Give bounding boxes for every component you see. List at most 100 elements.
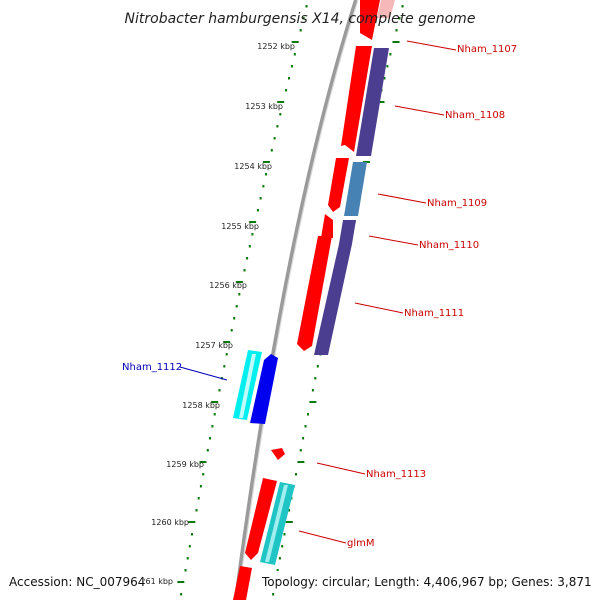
tick-dot <box>186 557 189 560</box>
gene-label-nham-1111[interactable]: Nham_1111 <box>404 308 464 319</box>
inner-tick-ring <box>177 5 308 596</box>
major-tick-mark <box>285 521 293 523</box>
major-tick-mark <box>223 341 231 343</box>
gene-label-glmm[interactable]: glmM <box>347 538 375 549</box>
gene-nham-1111[interactable] <box>297 236 352 355</box>
tick-dot <box>259 197 262 200</box>
tick-dot <box>235 305 238 308</box>
chromosome-backbone-highlight <box>237 0 359 600</box>
tick-dot <box>279 113 282 116</box>
gene-nham-1112[interactable] <box>233 350 278 424</box>
accession-backdrop <box>4 571 144 591</box>
tick-dot <box>180 593 183 596</box>
tick-dot <box>195 509 198 512</box>
tick-dot <box>314 377 317 380</box>
tick-dot <box>302 437 305 440</box>
tick-dot <box>230 329 233 332</box>
tick-dot <box>243 269 246 272</box>
tick-dot <box>262 185 265 188</box>
tick-dot <box>316 365 319 368</box>
kbp-tick-labels: 1252 kbp 1253 kbp 1254 kbp 1255 kbp 1256… <box>135 42 295 586</box>
major-tick-mark <box>211 401 219 403</box>
tick-dot <box>276 569 279 572</box>
major-tick-mark <box>188 521 196 523</box>
gene-nham-1113[interactable] <box>271 448 285 460</box>
tick-dot <box>209 437 212 440</box>
tick-dot <box>299 29 302 32</box>
tick-dot <box>246 257 249 260</box>
tick-dot <box>290 65 293 68</box>
major-tick-mark <box>262 161 270 163</box>
tick-dot <box>283 533 286 536</box>
gene-label-nham-1107[interactable]: Nham_1107 <box>457 44 517 55</box>
gene-nham-1110[interactable] <box>321 214 356 244</box>
gene-label-nham-1108[interactable]: Nham_1108 <box>445 110 505 121</box>
tick-label: 1259 kbp <box>166 460 204 469</box>
major-tick-mark <box>291 41 299 43</box>
tick-dot <box>311 389 314 392</box>
tick-dot <box>401 5 404 8</box>
tick-dot <box>233 317 236 320</box>
tick-dot <box>184 569 187 572</box>
tick-dot <box>265 173 268 176</box>
tick-dot <box>304 425 307 428</box>
tick-dot <box>281 545 284 548</box>
gene-nham-1107-cds[interactable] <box>341 46 389 156</box>
tick-dot <box>248 245 251 248</box>
gene-label-nham-1109[interactable]: Nham_1109 <box>427 198 487 209</box>
tick-dot <box>225 353 228 356</box>
label-leaders <box>179 40 457 544</box>
accession-text: Accession: NC_007964 <box>9 575 145 589</box>
summary-backdrop <box>258 571 596 591</box>
tick-dot <box>285 89 288 92</box>
tick-dot <box>256 209 259 212</box>
gene-next-partial[interactable] <box>233 566 252 600</box>
gene-nham-1107[interactable] <box>360 0 395 40</box>
major-tick-mark <box>392 41 400 43</box>
major-tick-mark <box>297 461 305 463</box>
major-tick-mark <box>309 401 317 403</box>
tick-label: 1261 kbp <box>135 577 173 586</box>
gene-label-nham-1112[interactable]: Nham_1112 <box>122 362 182 373</box>
tick-dot <box>213 413 216 416</box>
tick-dot <box>383 77 386 80</box>
genome-summary-text: Topology: circular; Length: 4,406,967 bp… <box>261 575 592 589</box>
tick-dot <box>197 497 200 500</box>
tick-dot <box>223 365 226 368</box>
tick-dot <box>389 53 392 56</box>
tick-dot <box>302 17 305 20</box>
major-tick-mark <box>177 581 185 583</box>
tick-dot <box>288 509 291 512</box>
gene-label-nham-1113[interactable]: Nham_1113 <box>366 469 426 480</box>
tick-dot <box>305 5 308 8</box>
tick-dot <box>276 125 279 128</box>
gene-nham-1109[interactable] <box>328 158 367 216</box>
tick-dot <box>238 293 241 296</box>
tick-label: 1253 kbp <box>245 102 283 111</box>
tick-dot <box>218 389 221 392</box>
tick-dot <box>293 53 296 56</box>
tick-dot <box>273 137 276 140</box>
gene-labels: Nham_1107 Nham_1108 Nham_1109 Nham_1110 … <box>122 44 517 549</box>
tick-label: 1260 kbp <box>151 518 189 527</box>
major-tick-mark <box>249 221 257 223</box>
tick-dot <box>386 65 389 68</box>
gene-label-nham-1110[interactable]: Nham_1110 <box>419 240 479 251</box>
major-tick-mark <box>377 101 385 103</box>
tick-dot <box>295 473 297 476</box>
tick-dot <box>211 425 214 428</box>
map-title: Nitrobacter hamburgensis X14, complete g… <box>125 11 476 27</box>
tick-dot <box>188 545 191 548</box>
tick-label: 1255 kbp <box>221 222 259 231</box>
tick-dot <box>288 77 290 80</box>
tick-dot <box>206 449 209 452</box>
gene-glmm[interactable] <box>245 478 295 565</box>
tick-dot <box>191 533 193 536</box>
tick-label: 1256 kbp <box>209 281 247 290</box>
tick-dot <box>272 593 275 596</box>
major-tick-mark <box>235 281 243 283</box>
tick-label: 1252 kbp <box>257 42 295 51</box>
tick-label: 1258 kbp <box>182 401 220 410</box>
